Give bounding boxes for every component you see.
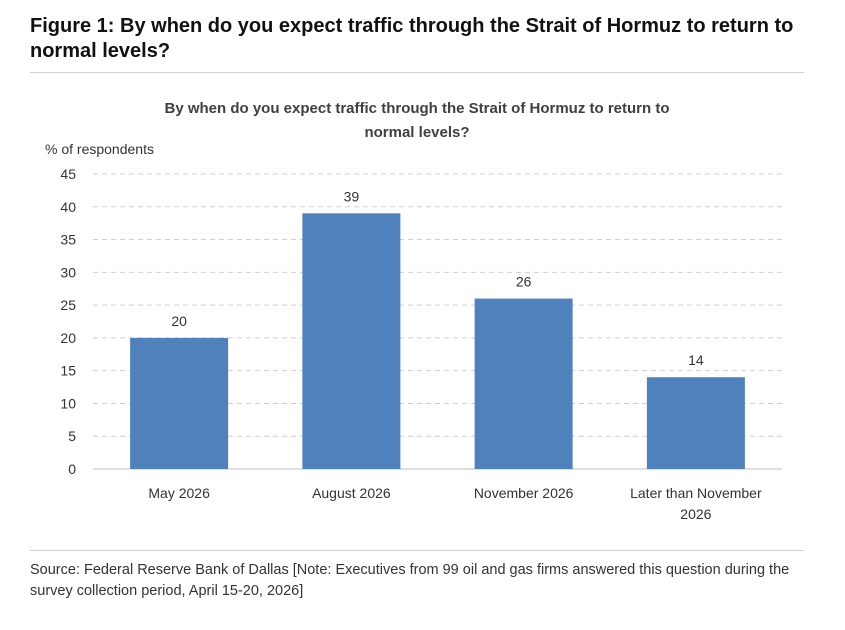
y-tick-label: 5 (68, 428, 76, 444)
y-axis-label: % of respondents (45, 141, 154, 157)
bar (130, 337, 229, 469)
data-label: 20 (171, 313, 187, 329)
chart-title-line: normal levels? (364, 124, 469, 141)
bar (302, 213, 401, 469)
figure-title: Figure 1: By when do you expect traffic … (30, 15, 794, 62)
data-label: 26 (516, 274, 532, 290)
y-tick-label: 45 (60, 166, 76, 182)
y-tick-label: 10 (60, 395, 76, 411)
bar-chart: By when do you expect traffic through th… (45, 100, 782, 522)
bottom-divider (30, 550, 804, 551)
bar (474, 298, 573, 469)
y-tick-label: 40 (60, 199, 76, 215)
x-category-label: May 2026 (148, 485, 210, 501)
y-tick-label: 30 (60, 264, 76, 280)
x-category-label: Later than November (630, 485, 762, 501)
x-category-label: 2026 (680, 506, 711, 522)
bar (646, 377, 745, 469)
y-tick-label: 15 (60, 363, 76, 379)
y-tick-label: 25 (60, 297, 76, 313)
source-note: Source: Federal Reserve Bank of Dallas [… (30, 562, 790, 599)
top-divider (30, 72, 804, 73)
y-tick-label: 0 (68, 461, 76, 477)
chart-title-line: By when do you expect traffic through th… (164, 100, 669, 117)
y-tick-label: 35 (60, 232, 76, 248)
y-tick-label: 20 (60, 330, 76, 346)
data-label: 39 (344, 188, 360, 204)
data-label: 14 (688, 352, 704, 368)
x-category-label: November 2026 (474, 485, 574, 501)
x-category-label: August 2026 (312, 485, 391, 501)
